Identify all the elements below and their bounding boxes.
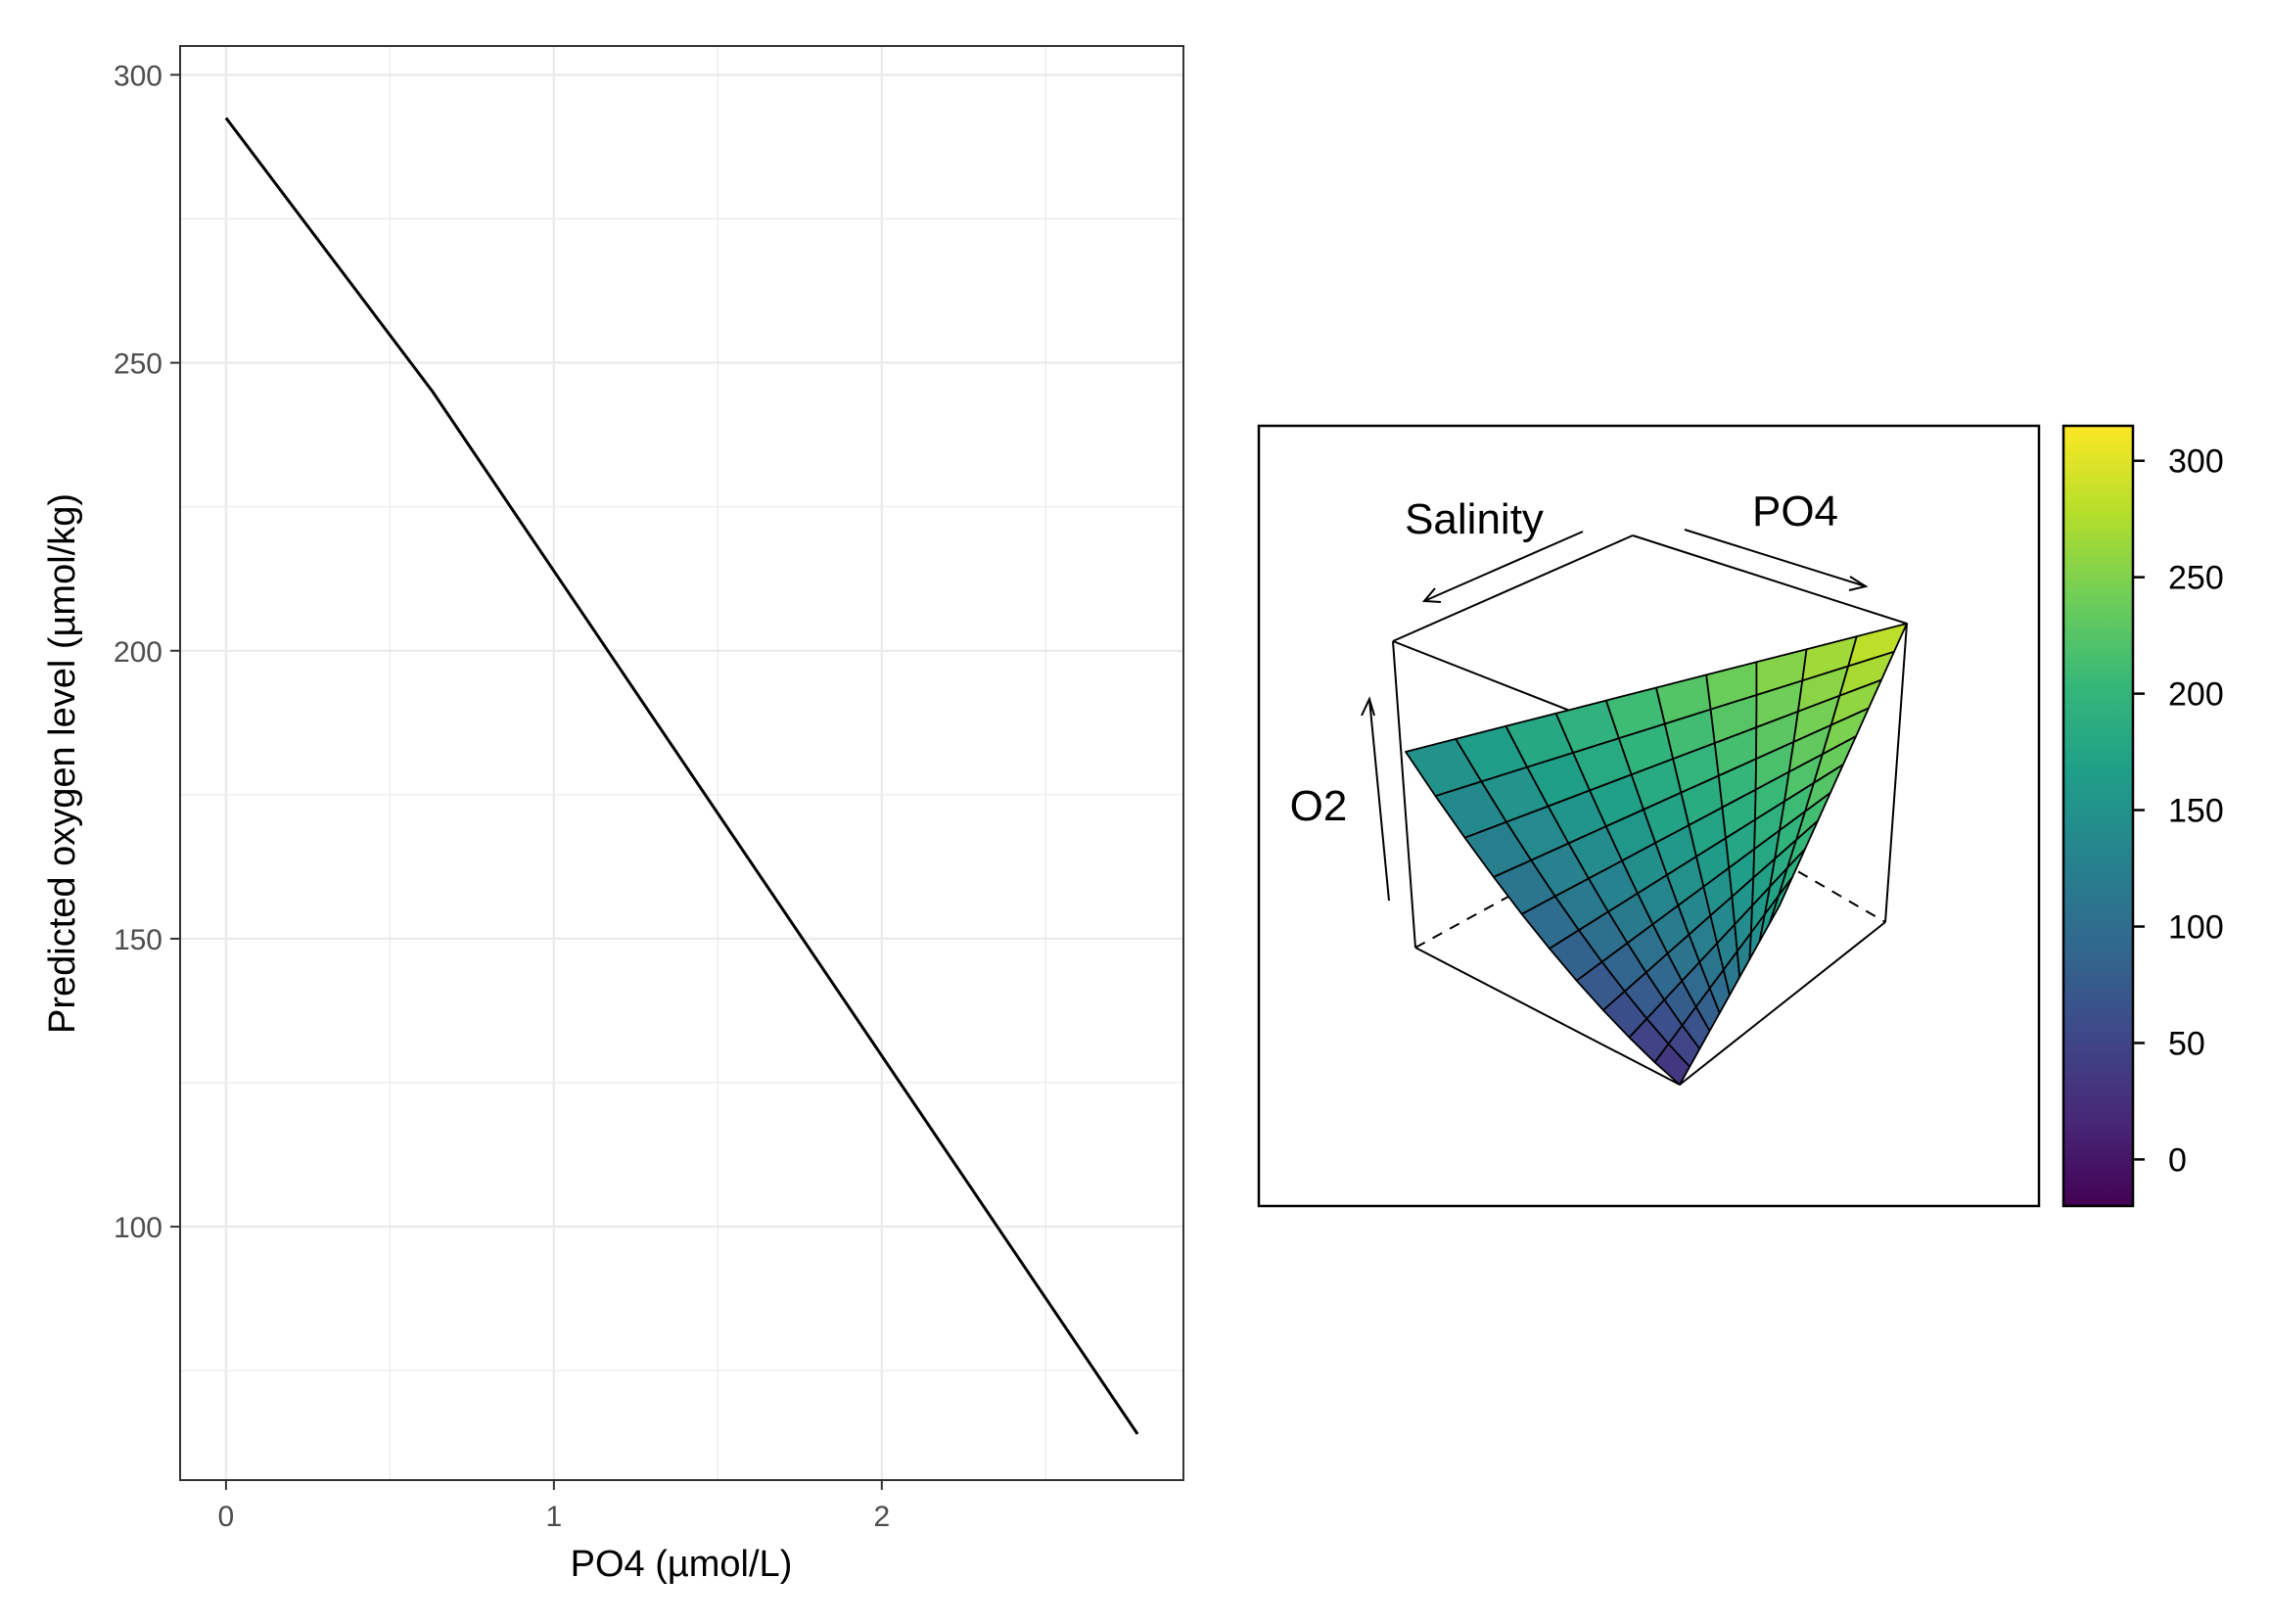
colorbar-tick-label: 150 <box>2168 793 2224 830</box>
y-tick-label: 250 <box>114 348 162 381</box>
colorbar-tick-label: 100 <box>2168 909 2224 947</box>
colorbar <box>2061 424 2135 1208</box>
colorbar-tick-label: 0 <box>2168 1141 2187 1179</box>
box-front-edges <box>1414 921 1886 1086</box>
po4-arrowhead <box>1848 576 1869 591</box>
box-edge <box>1392 640 1416 949</box>
x-tick-label: 0 <box>218 1501 235 1533</box>
box-edge <box>1884 623 1908 923</box>
salinity-arrowhead <box>1421 587 1442 603</box>
box-edge <box>1632 534 1908 625</box>
surface-facet <box>1768 876 1793 925</box>
y-tick-label: 200 <box>114 636 162 669</box>
box-edge <box>1414 947 1681 1086</box>
colorbar-tick-label: 200 <box>2168 676 2224 714</box>
colorbar-tick-label: 300 <box>2168 443 2224 481</box>
x-tick-label: 1 <box>546 1501 563 1533</box>
y-axis-label: Predicted oxygen level (µmol/kg) <box>42 493 83 1034</box>
box-edge <box>1679 921 1886 1086</box>
o2-arrow <box>1368 698 1390 902</box>
x-axis-label: PO4 (µmol/L) <box>571 1544 793 1585</box>
o2-axis-label: O2 <box>1290 782 1348 830</box>
x-tick-label: 2 <box>873 1501 890 1533</box>
salinity-axis-label: Salinity <box>1405 495 1544 543</box>
colorbar-tick-label: 50 <box>2168 1025 2205 1062</box>
line-chart: 100 150 200 250 300 0 1 2 PO4 (µmol/L) Predict… <box>42 45 1184 1585</box>
grid <box>180 46 1183 1480</box>
surface-mesh <box>1405 623 1908 1086</box>
po4-arrow <box>1684 529 1867 587</box>
colorbar-ticks: 0 50 100 150 200 250 300 <box>2133 443 2224 1179</box>
salinity-arrow <box>1423 531 1584 602</box>
y-tick-label: 300 <box>114 60 162 92</box>
o2-arrowhead <box>1361 696 1375 717</box>
surface-chart: Salinity PO4 O2 0 50 100 150 200 250 300 <box>1257 424 2224 1208</box>
plot-background <box>180 46 1183 1480</box>
box-edge <box>1392 534 1634 642</box>
series-line <box>224 116 1139 1435</box>
x-axis: 0 1 2 <box>218 1480 890 1533</box>
axis-arrows <box>1361 529 1869 902</box>
po4-axis-label: PO4 <box>1752 487 1838 535</box>
y-axis: 100 150 200 250 300 <box>114 60 180 1244</box>
plot-frame <box>179 45 1184 1481</box>
y-tick-label: 150 <box>114 924 162 956</box>
colorbar-tick-label: 250 <box>2168 560 2224 597</box>
y-tick-label: 100 <box>114 1212 162 1244</box>
